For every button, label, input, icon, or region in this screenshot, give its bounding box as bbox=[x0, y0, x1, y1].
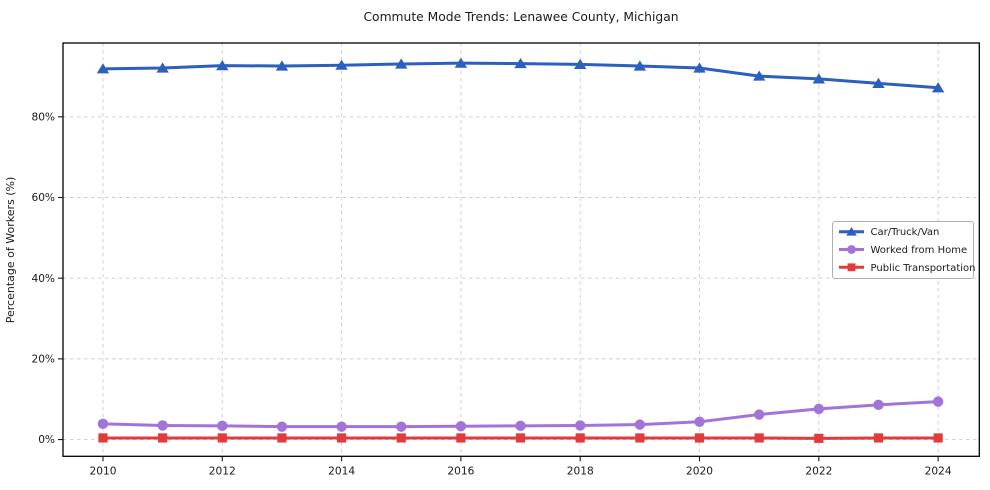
data-point-worked-from-home-2012 bbox=[217, 420, 228, 432]
data-point-worked-from-home-2010 bbox=[97, 418, 109, 430]
data-point-public-transportation-2010 bbox=[98, 433, 108, 443]
data-point-worked-from-home-2021 bbox=[753, 409, 765, 420]
data-point-public-transportation-2023 bbox=[873, 433, 884, 443]
data-point-public-transportation-2011 bbox=[158, 433, 168, 443]
data-point-car-truck-van-2011 bbox=[156, 62, 169, 73]
data-point-car-truck-van-2023 bbox=[872, 77, 885, 88]
data-point-worked-from-home-2011 bbox=[157, 420, 168, 431]
x-tick-label: 2018 bbox=[567, 465, 594, 477]
data-point-car-truck-van-2018 bbox=[574, 58, 587, 69]
legend-label-car-truck-van: Car/Truck/Van bbox=[871, 227, 940, 238]
data-point-public-transportation-2022 bbox=[814, 433, 824, 443]
data-point-public-transportation-2012 bbox=[217, 433, 227, 443]
data-point-car-truck-van-2010 bbox=[96, 63, 110, 74]
data-point-public-transportation-2017 bbox=[515, 433, 526, 443]
data-point-public-transportation-2018 bbox=[575, 433, 585, 443]
legend-marker-public-transportation bbox=[847, 263, 856, 272]
y-tick-label: 80% bbox=[31, 111, 55, 123]
data-point-car-truck-van-2014 bbox=[335, 59, 348, 70]
data-point-car-truck-van-2012 bbox=[216, 59, 229, 71]
data-point-public-transportation-2015 bbox=[396, 433, 406, 443]
data-point-car-truck-van-2013 bbox=[275, 60, 289, 71]
data-point-car-truck-van-2016 bbox=[454, 57, 468, 68]
data-point-worked-from-home-2019 bbox=[634, 419, 646, 430]
data-point-worked-from-home-2014 bbox=[336, 421, 347, 432]
data-point-car-truck-van-2020 bbox=[693, 62, 706, 73]
chart-title: Commute Mode Trends: Lenawee County, Mic… bbox=[363, 10, 678, 24]
data-point-public-transportation-2013 bbox=[277, 433, 287, 443]
legend-label-worked-from-home: Worked from Home bbox=[871, 245, 968, 256]
data-point-worked-from-home-2018 bbox=[575, 420, 586, 431]
x-tick-label: 2024 bbox=[925, 465, 952, 477]
data-point-public-transportation-2024 bbox=[933, 433, 943, 443]
x-tick-label: 2022 bbox=[805, 465, 832, 477]
x-tick-label: 2014 bbox=[328, 465, 355, 477]
legend-box bbox=[832, 221, 974, 279]
data-point-worked-from-home-2015 bbox=[396, 421, 407, 432]
data-point-public-transportation-2014 bbox=[336, 433, 347, 443]
data-point-car-truck-van-2015 bbox=[395, 58, 408, 69]
data-point-public-transportation-2016 bbox=[456, 433, 466, 443]
data-point-worked-from-home-2022 bbox=[813, 403, 825, 415]
data-point-public-transportation-2019 bbox=[635, 433, 645, 443]
data-point-car-truck-van-2021 bbox=[752, 70, 766, 81]
x-tick-label: 2010 bbox=[89, 465, 116, 477]
y-tick-label: 60% bbox=[31, 192, 55, 204]
data-point-public-transportation-2020 bbox=[694, 433, 705, 443]
data-point-worked-from-home-2017 bbox=[515, 420, 526, 432]
data-series bbox=[96, 57, 945, 443]
data-point-public-transportation-2021 bbox=[754, 433, 764, 443]
plot-border bbox=[62, 42, 980, 457]
axis-ticks: 0% 20% 40% 60% 80% 2010 2012 2014 2016 2018 2020 20… bbox=[31, 111, 951, 477]
data-point-worked-from-home-2023 bbox=[873, 399, 884, 411]
legend: Car/Truck/Van Worked from Home Public Tran… bbox=[832, 221, 976, 279]
x-tick-label: 2020 bbox=[686, 465, 713, 477]
data-point-worked-from-home-2013 bbox=[276, 421, 288, 432]
data-point-worked-from-home-2024 bbox=[932, 396, 944, 407]
data-point-car-truck-van-2024 bbox=[931, 82, 945, 93]
y-tick-label: 40% bbox=[31, 273, 55, 285]
y-tick-label: 0% bbox=[38, 434, 55, 446]
x-tick-label: 2012 bbox=[209, 465, 236, 477]
y-axis-label: Percentage of Workers (%) bbox=[4, 177, 17, 324]
y-tick-label: 20% bbox=[31, 353, 55, 365]
legend-label-public-transportation: Public Transportation bbox=[871, 263, 976, 274]
x-tick-label: 2016 bbox=[447, 465, 474, 477]
data-point-car-truck-van-2022 bbox=[812, 73, 826, 84]
data-point-worked-from-home-2016 bbox=[455, 421, 467, 432]
data-point-worked-from-home-2020 bbox=[694, 416, 705, 428]
legend-marker-worked-from-home bbox=[847, 245, 856, 254]
data-point-car-truck-van-2017 bbox=[514, 57, 527, 69]
data-point-car-truck-van-2019 bbox=[633, 60, 647, 71]
legend-marker-car-truck-van bbox=[846, 226, 857, 236]
